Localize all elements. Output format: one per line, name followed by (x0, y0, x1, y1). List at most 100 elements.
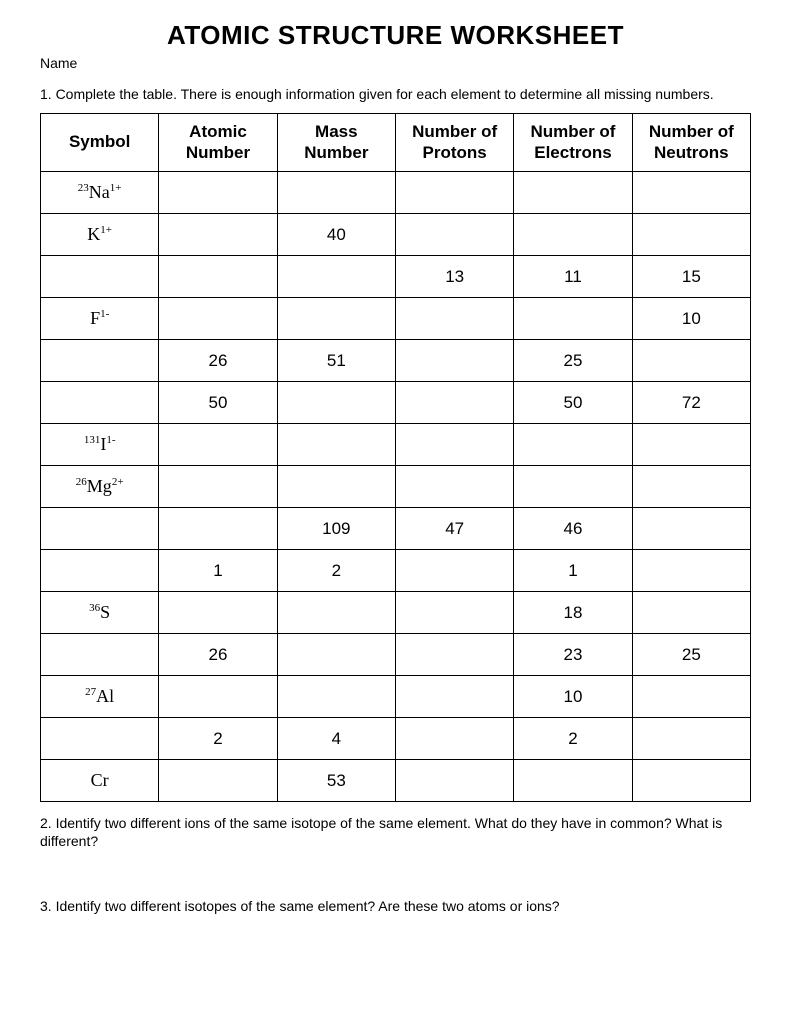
header-neutrons: Number of Neutrons (632, 114, 750, 172)
cell-mass (277, 466, 395, 508)
cell-electrons: 18 (514, 592, 632, 634)
cell-atomic: 26 (159, 340, 277, 382)
cell-symbol (41, 508, 159, 550)
cell-neutrons (632, 340, 750, 382)
table-row: 36S 18 (41, 592, 751, 634)
cell-protons (395, 718, 513, 760)
cell-electrons (514, 172, 632, 214)
cell-mass (277, 424, 395, 466)
table-row: F1-10 (41, 298, 751, 340)
cell-electrons (514, 424, 632, 466)
cell-atomic (159, 676, 277, 718)
atomic-table: Symbol Atomic Number Mass Number Number … (40, 113, 751, 802)
question-1: 1. Complete the table. There is enough i… (40, 85, 751, 103)
cell-protons: 13 (395, 256, 513, 298)
cell-symbol: 27Al (41, 676, 159, 718)
cell-neutrons: 72 (632, 382, 750, 424)
cell-electrons: 11 (514, 256, 632, 298)
cell-neutrons: 10 (632, 298, 750, 340)
cell-neutrons (632, 760, 750, 802)
cell-atomic (159, 466, 277, 508)
cell-neutrons (632, 214, 750, 256)
cell-mass: 51 (277, 340, 395, 382)
table-row: 1094746 (41, 508, 751, 550)
page-title: ATOMIC STRUCTURE WORKSHEET (40, 20, 751, 51)
cell-electrons: 50 (514, 382, 632, 424)
cell-atomic (159, 592, 277, 634)
table-row: 121 (41, 550, 751, 592)
cell-protons (395, 550, 513, 592)
cell-atomic: 1 (159, 550, 277, 592)
cell-protons (395, 592, 513, 634)
cell-symbol (41, 718, 159, 760)
cell-neutrons (632, 466, 750, 508)
table-row: 23Na1+ (41, 172, 751, 214)
table-row: 27Al10 (41, 676, 751, 718)
cell-atomic: 2 (159, 718, 277, 760)
table-header-row: Symbol Atomic Number Mass Number Number … (41, 114, 751, 172)
cell-mass (277, 172, 395, 214)
cell-neutrons (632, 718, 750, 760)
name-label: Name (40, 55, 751, 71)
cell-mass (277, 634, 395, 676)
cell-protons: 47 (395, 508, 513, 550)
question-2: 2. Identify two different ions of the sa… (40, 814, 751, 850)
table-row: 242 (41, 718, 751, 760)
cell-neutrons (632, 508, 750, 550)
cell-protons (395, 424, 513, 466)
header-protons: Number of Protons (395, 114, 513, 172)
cell-protons (395, 634, 513, 676)
cell-atomic (159, 298, 277, 340)
cell-atomic (159, 256, 277, 298)
header-atomic-number: Atomic Number (159, 114, 277, 172)
cell-neutrons (632, 592, 750, 634)
cell-symbol: 23Na1+ (41, 172, 159, 214)
header-symbol: Symbol (41, 114, 159, 172)
cell-atomic (159, 508, 277, 550)
cell-symbol (41, 256, 159, 298)
cell-symbol: K1+ (41, 214, 159, 256)
table-row: 26Mg2+ (41, 466, 751, 508)
worksheet-page: ATOMIC STRUCTURE WORKSHEET Name 1. Compl… (0, 0, 791, 935)
header-electrons: Number of Electrons (514, 114, 632, 172)
table-row: Cr53 (41, 760, 751, 802)
table-row: 265125 (41, 340, 751, 382)
cell-electrons: 23 (514, 634, 632, 676)
cell-electrons: 46 (514, 508, 632, 550)
cell-electrons (514, 298, 632, 340)
cell-atomic (159, 424, 277, 466)
question-3: 3. Identify two different isotopes of th… (40, 897, 751, 915)
cell-protons (395, 676, 513, 718)
cell-neutrons: 25 (632, 634, 750, 676)
cell-protons (395, 214, 513, 256)
cell-atomic (159, 172, 277, 214)
cell-neutrons (632, 172, 750, 214)
table-row: K1+40 (41, 214, 751, 256)
cell-electrons: 1 (514, 550, 632, 592)
cell-protons (395, 760, 513, 802)
cell-mass: 4 (277, 718, 395, 760)
cell-mass (277, 676, 395, 718)
cell-electrons (514, 466, 632, 508)
cell-protons (395, 340, 513, 382)
cell-atomic: 26 (159, 634, 277, 676)
cell-symbol (41, 550, 159, 592)
cell-protons (395, 172, 513, 214)
cell-mass: 109 (277, 508, 395, 550)
cell-mass: 2 (277, 550, 395, 592)
cell-symbol (41, 340, 159, 382)
cell-neutrons (632, 550, 750, 592)
cell-mass (277, 298, 395, 340)
cell-electrons: 2 (514, 718, 632, 760)
cell-neutrons (632, 676, 750, 718)
cell-mass (277, 592, 395, 634)
cell-symbol: 26Mg2+ (41, 466, 159, 508)
cell-atomic: 50 (159, 382, 277, 424)
cell-protons (395, 466, 513, 508)
cell-mass (277, 256, 395, 298)
cell-neutrons: 15 (632, 256, 750, 298)
cell-symbol: Cr (41, 760, 159, 802)
cell-symbol: 36S (41, 592, 159, 634)
table-row: 26 2325 (41, 634, 751, 676)
cell-atomic (159, 214, 277, 256)
